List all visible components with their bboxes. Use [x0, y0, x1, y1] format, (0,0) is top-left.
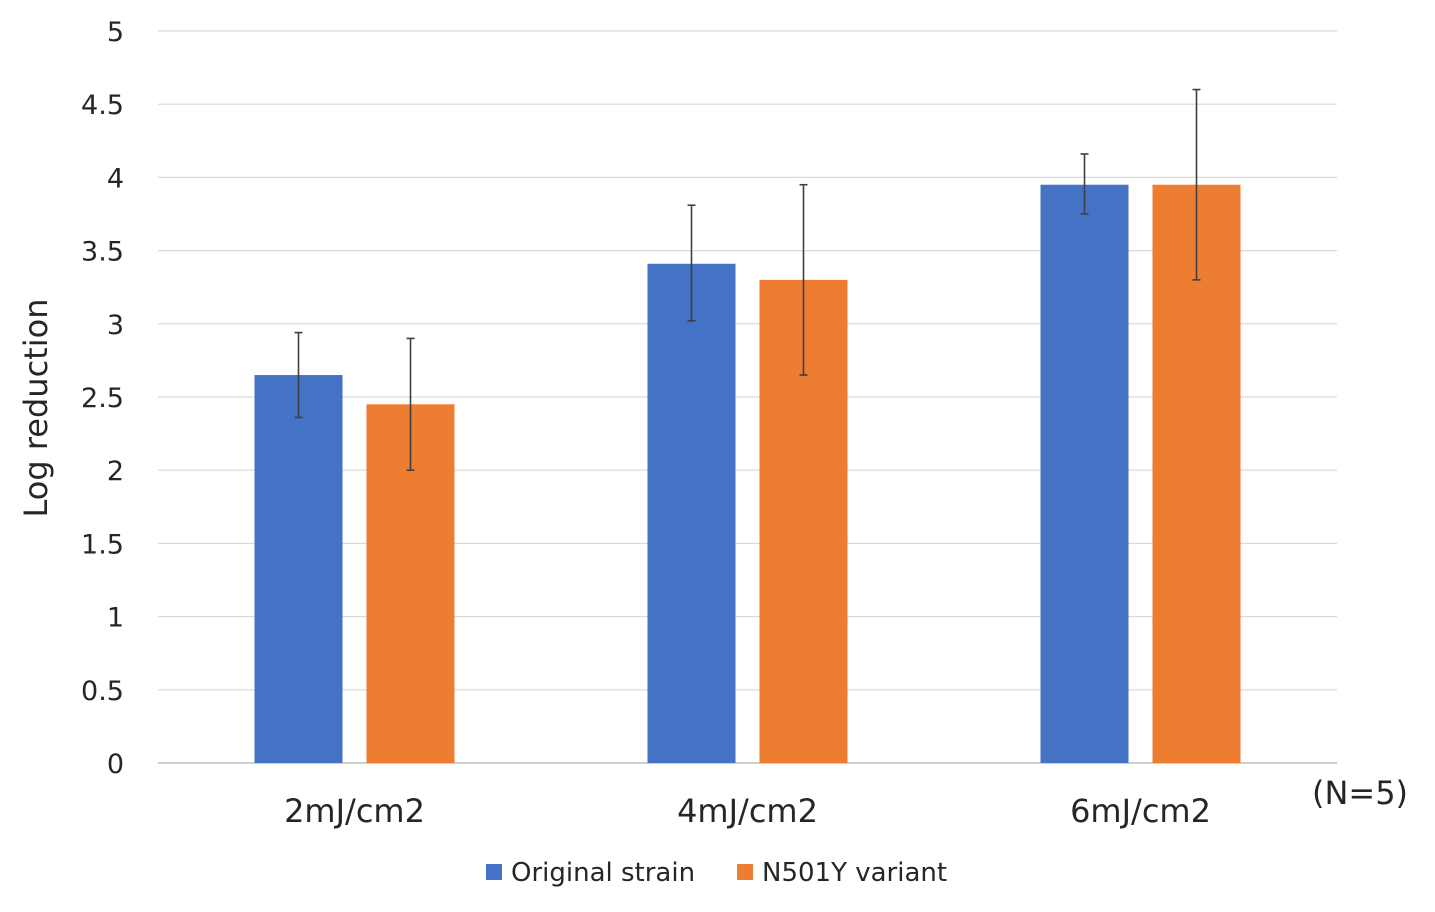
error-bar	[1080, 153, 1089, 215]
legend-item: Original strain	[486, 858, 695, 888]
y-tick-label: 4.5	[81, 90, 124, 121]
y-tick-label: 4	[107, 163, 124, 194]
error-bar	[294, 331, 303, 419]
error-bar	[799, 183, 808, 376]
y-tick-label: 0.5	[81, 676, 124, 707]
legend-swatch	[486, 864, 502, 880]
gridlines	[158, 30, 1337, 764]
y-tick-label: 2.5	[81, 383, 124, 414]
y-tick-label: 3.5	[81, 237, 124, 268]
bar	[647, 263, 736, 763]
y-tick-label: 1	[107, 603, 124, 634]
x-category-label: 6mJ/cm2	[1070, 792, 1211, 830]
y-tick-label: 0	[107, 749, 124, 780]
sample-size-note: (N=5)	[1312, 774, 1408, 812]
error-bar	[406, 337, 415, 472]
x-category-label: 2mJ/cm2	[284, 792, 425, 830]
bars	[254, 184, 1241, 764]
error-bar	[1192, 88, 1201, 281]
bar	[1040, 184, 1129, 764]
error-bars	[294, 88, 1201, 472]
legend: Original strain N501Y variant	[486, 858, 947, 888]
y-tick-label: 3	[107, 310, 124, 341]
x-axis-categories: 2mJ/cm2 4mJ/cm2 6mJ/cm2	[284, 792, 1211, 830]
error-bar	[687, 204, 696, 322]
y-axis-title: Log reduction	[17, 299, 55, 518]
y-tick-label: 1.5	[81, 529, 124, 560]
bar	[1152, 184, 1241, 764]
legend-label: N501Y variant	[762, 858, 947, 888]
legend-swatch	[737, 864, 753, 880]
y-tick-label: 2	[107, 456, 124, 487]
legend-item: N501Y variant	[737, 858, 947, 888]
bar	[254, 375, 343, 763]
y-tick-label: 5	[107, 17, 124, 48]
y-axis-ticks: 0 0.5 1 1.5 2 2.5 3 3.5 4 4.5 5	[81, 17, 124, 780]
x-category-label: 4mJ/cm2	[677, 792, 818, 830]
legend-label: Original strain	[511, 858, 695, 888]
